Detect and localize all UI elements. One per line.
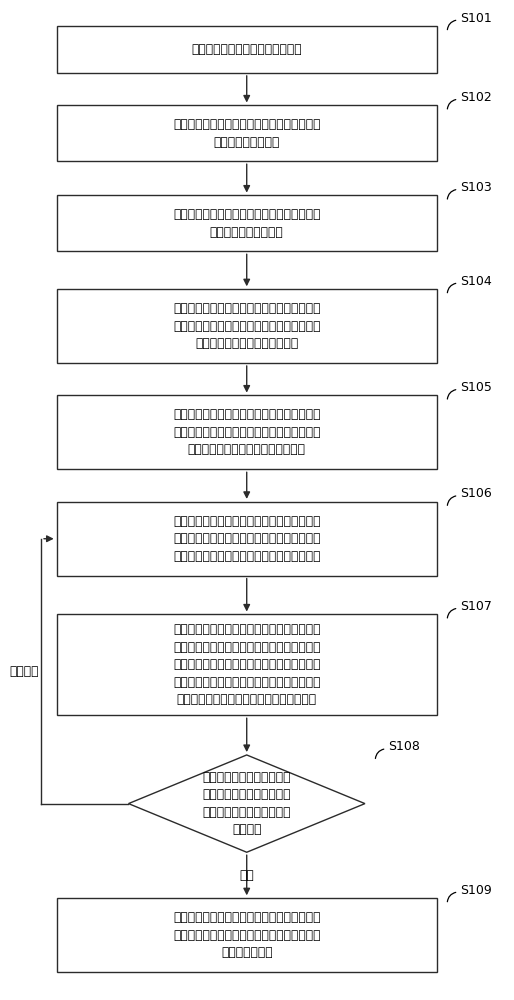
Text: 检测各个目标队列中是否具
有投教数据，且所述结果队
列是否未到达所述投教数据
数量上限: 检测各个目标队列中是否具 有投教数据，且所述结果队 列是否未到达所述投教数据 数…: [203, 771, 291, 836]
Text: S105: S105: [460, 381, 492, 394]
Text: 按照各个目标队列的下发进度及排列顺序，从
各个目标队列中，选取待利用队列，按照所述
待利用队列中的投教数据排列顺序，从所述待
利用队列中取出待投放的投教数据，并: 按照各个目标队列的下发进度及排列顺序，从 各个目标队列中，选取待利用队列，按照所…: [173, 623, 320, 706]
Text: 若均满足: 若均满足: [9, 665, 39, 678]
Text: S104: S104: [460, 275, 492, 288]
Text: 针对每一目标队列，计算该目标队列对应的当
前参考数量与该目标队列对应的指定种类的投
放权重值的比值，作为该目标队列的下发进度: 针对每一目标队列，计算该目标队列对应的当 前参考数量与该目标队列对应的指定种类的…: [173, 515, 320, 563]
Text: S109: S109: [460, 884, 492, 897]
Text: S102: S102: [460, 91, 492, 104]
Bar: [57, 395, 437, 469]
Bar: [57, 502, 437, 576]
Text: S108: S108: [388, 740, 420, 753]
Text: S103: S103: [460, 181, 492, 194]
Bar: [57, 614, 437, 715]
Text: S101: S101: [460, 12, 492, 25]
Bar: [57, 26, 437, 73]
Polygon shape: [128, 755, 365, 852]
Bar: [57, 289, 437, 363]
Text: 针对每一指定种类，将该指定种类的投教数据
保存于该指定种类对应的目标队列中；不同的
指定种类对应于不同的目标队列: 针对每一指定种类，将该指定种类的投教数据 保存于该指定种类对应的目标队列中；不同…: [173, 302, 320, 350]
Text: 否则: 否则: [240, 869, 254, 882]
Bar: [57, 195, 437, 251]
Text: 对各个目标队列以及各个目标队列中的投教数
据进行排序，得到各个目标队列的排列顺序及
各个目标队列中的投教数据排列顺序: 对各个目标队列以及各个目标队列中的投教数 据进行排序，得到各个目标队列的排列顺序…: [173, 408, 320, 456]
Text: 响应于满足针对所述客户端的数据投放触发条
件，将所述结果队列中的投教数据向所述客户
端进行数据投放: 响应于满足针对所述客户端的数据投放触发条 件，将所述结果队列中的投教数据向所述客…: [173, 911, 320, 959]
Text: S106: S106: [460, 487, 492, 500]
Text: 获取针对投教数据的目标业务规范: 获取针对投教数据的目标业务规范: [191, 43, 302, 56]
Bar: [57, 898, 437, 972]
Text: S107: S107: [460, 600, 492, 613]
Text: 按照所述投放规则中的各个指定种类，获取各
个指定种类的投教数据: 按照所述投放规则中的各个指定种类，获取各 个指定种类的投教数据: [173, 208, 320, 239]
Text: 对获取到的目标业务规范进行字段解析，得到
投放总量及投放规则: 对获取到的目标业务规范进行字段解析，得到 投放总量及投放规则: [173, 118, 320, 149]
Bar: [57, 105, 437, 161]
